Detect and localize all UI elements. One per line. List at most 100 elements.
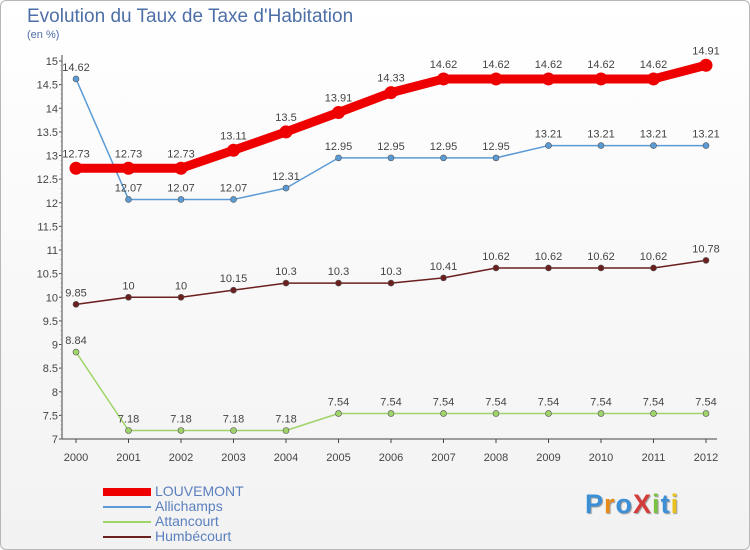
data-point: [125, 196, 132, 203]
logo-letter: i: [652, 489, 661, 519]
data-label: 7.54: [643, 396, 664, 408]
data-label: 14.62: [430, 59, 458, 71]
data-point: [335, 154, 342, 162]
data-point: [545, 410, 552, 417]
data-label: 14.33: [377, 73, 405, 85]
x-tick-label: 2001: [116, 452, 140, 464]
data-point: [177, 196, 185, 203]
data-label: 10.3: [328, 266, 349, 278]
data-label: 7.54: [380, 396, 401, 408]
legend-swatch: [103, 521, 151, 523]
data-point: [440, 154, 447, 162]
data-label: 10.3: [275, 266, 296, 278]
data-point: [440, 410, 447, 417]
data-label: 12.95: [377, 141, 405, 153]
data-label: 7.18: [275, 413, 296, 425]
data-point: [492, 154, 500, 162]
data-label: 14.62: [62, 62, 90, 74]
data-point: [282, 184, 290, 192]
data-label: 10.62: [587, 251, 615, 263]
data-label: 9.85: [65, 287, 86, 299]
data-label: 13.21: [640, 129, 668, 141]
data-point: [335, 279, 342, 287]
data-label: 14.62: [640, 59, 668, 71]
x-tick-label: 2010: [589, 452, 613, 464]
data-label: 14.62: [482, 59, 510, 71]
data-point: [72, 75, 80, 83]
y-tick-label: 12.5: [37, 174, 58, 186]
proxiti-logo: ProXiti: [585, 489, 679, 520]
data-label: 14.62: [587, 59, 615, 71]
data-label: 10.15: [220, 273, 248, 285]
y-tick-label: 13.5: [37, 127, 58, 139]
data-point: [282, 427, 290, 434]
data-label: 13.21: [535, 129, 563, 141]
data-point: [177, 427, 185, 434]
data-label: 12.73: [62, 148, 90, 160]
y-tick-label: 14.5: [37, 80, 58, 92]
data-label: 10.78: [692, 243, 720, 255]
data-label: 7.54: [590, 396, 611, 408]
y-tick-label: 7: [52, 434, 58, 446]
data-point: [332, 106, 345, 120]
y-tick-label: 13: [46, 151, 58, 163]
logo-letter: X: [633, 489, 653, 519]
y-tick-label: 10: [46, 292, 58, 304]
data-point: [647, 72, 660, 86]
data-label: 10.41: [430, 261, 458, 273]
x-tick-label: 2008: [484, 452, 508, 464]
data-label: 10.62: [535, 251, 563, 263]
y-tick-label: 8.5: [43, 363, 58, 375]
data-point: [227, 143, 240, 157]
data-point: [177, 293, 185, 301]
data-point: [702, 142, 710, 149]
logo-letter: o: [615, 489, 634, 519]
x-tick-label: 2004: [274, 452, 298, 464]
data-point: [545, 142, 552, 149]
legend-label: LOUVEMONT: [155, 483, 244, 499]
legend-label: Allichamps: [155, 498, 223, 514]
data-point: [650, 410, 657, 417]
data-label: 10.3: [380, 266, 401, 278]
data-label: 12.73: [115, 148, 143, 160]
data-label: 7.54: [433, 396, 454, 408]
y-tick-label: 9: [52, 340, 58, 352]
data-point: [597, 264, 605, 272]
data-label: 13.91: [325, 93, 353, 105]
data-point: [387, 410, 395, 417]
data-point: [335, 410, 342, 417]
data-label: 7.18: [170, 413, 191, 425]
y-tick-label: 8: [52, 387, 58, 399]
x-tick-label: 2002: [169, 452, 193, 464]
data-label: 7.18: [118, 413, 139, 425]
data-label: 13.21: [692, 129, 720, 141]
data-point: [230, 196, 237, 203]
data-point: [387, 154, 395, 162]
data-label: 10: [175, 280, 187, 292]
data-point: [72, 301, 80, 308]
data-label: 13.5: [275, 112, 296, 124]
data-point: [545, 264, 552, 272]
data-point: [594, 72, 608, 86]
data-label: 12.95: [430, 141, 458, 153]
data-point: [69, 161, 83, 175]
data-point: [440, 274, 447, 282]
data-label: 8.84: [65, 335, 86, 347]
legend-swatch: [103, 536, 151, 538]
data-point: [492, 264, 500, 272]
logo-letter: t: [660, 489, 671, 519]
legend-label: Humbécourt: [155, 528, 232, 544]
x-tick-label: 2005: [326, 452, 350, 464]
data-point: [650, 264, 657, 272]
data-point: [492, 410, 500, 417]
data-point: [597, 410, 605, 417]
data-point: [125, 427, 132, 434]
data-label: 14.91: [692, 45, 720, 57]
data-label: 7.54: [538, 396, 559, 408]
data-point: [387, 279, 395, 287]
y-tick-label: 10.5: [37, 269, 58, 281]
data-label: 12.73: [167, 148, 195, 160]
data-point: [384, 86, 398, 100]
